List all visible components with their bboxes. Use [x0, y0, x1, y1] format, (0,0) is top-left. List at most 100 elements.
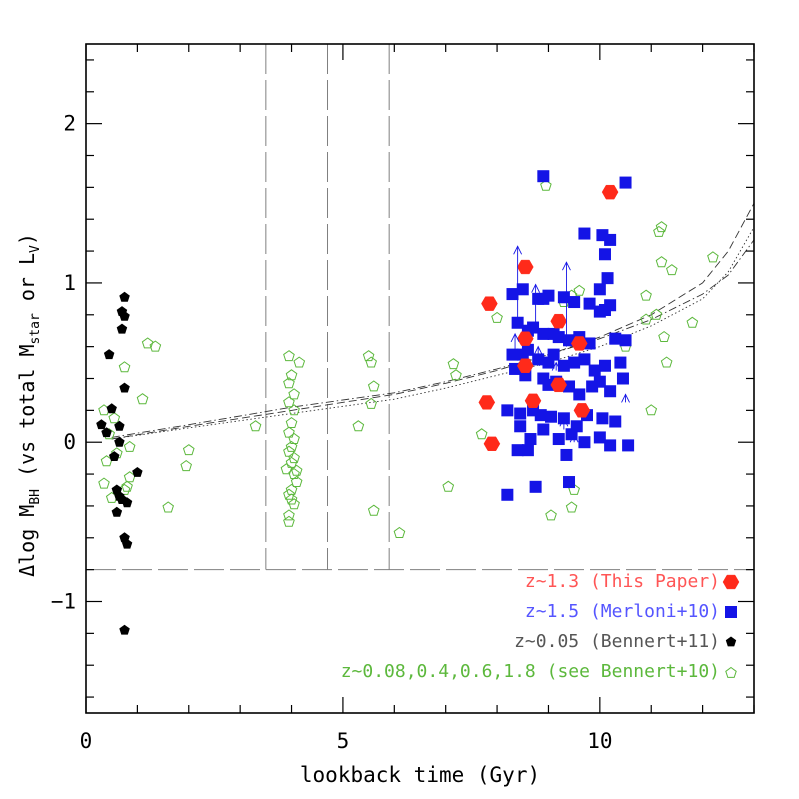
data-point-square — [604, 299, 617, 312]
limit-arrow-head — [538, 356, 548, 366]
data-point-square — [547, 348, 560, 361]
data-point-pentagon-open — [658, 330, 670, 342]
data-point-pentagon-filled — [116, 323, 128, 334]
data-point-square — [542, 289, 555, 302]
data-point-square — [521, 343, 534, 356]
data-point-pentagon-open — [565, 501, 578, 513]
data-point-pentagon-open — [653, 225, 665, 237]
data-point-square — [598, 248, 611, 261]
data-point-square — [598, 359, 611, 372]
data-point-pentagon-open — [136, 393, 149, 405]
data-point-pentagon-filled — [114, 436, 125, 447]
legend-label-bennert11: z~0.05 (Bennert+11) — [514, 631, 720, 652]
data-point-square — [622, 439, 635, 452]
data-point-pentagon-open — [352, 420, 365, 432]
data-point-square — [537, 423, 550, 436]
data-point-pentagon-open — [290, 464, 303, 476]
data-point-square — [527, 321, 540, 334]
limit-arrow-head — [513, 245, 523, 255]
data-point-pentagon-filled — [96, 419, 107, 430]
y-tick-label: −1 — [51, 590, 76, 614]
y-label-close: ) — [15, 233, 39, 245]
data-point-pentagon-open — [707, 251, 719, 263]
data-point-pentagon-open — [285, 493, 298, 505]
data-point-square — [614, 356, 627, 369]
data-point-pentagon-open — [645, 404, 658, 416]
data-point-square — [529, 480, 542, 493]
data-point-pentagon-open — [141, 337, 154, 349]
data-point-square — [514, 407, 527, 420]
trend-curve-dashed — [111, 203, 755, 440]
legend-markers — [722, 574, 740, 678]
data-point-pentagon-open — [283, 488, 295, 500]
x-tick-label: 5 — [337, 729, 350, 753]
data-point-pentagon-open — [98, 477, 110, 489]
data-point-square — [534, 409, 547, 422]
data-point-square — [560, 448, 573, 461]
data-point-hexagon — [573, 403, 591, 418]
data-point-pentagon-open — [475, 428, 488, 440]
data-point-square — [593, 375, 606, 388]
data-point-square — [604, 385, 617, 398]
lower-limit-arrows — [510, 245, 630, 443]
data-point-square — [552, 331, 565, 344]
data-point-hexagon — [571, 336, 588, 351]
data-point-pentagon-filled — [101, 427, 112, 438]
data-point-pentagon-open — [660, 356, 673, 368]
data-point-square — [557, 359, 570, 372]
data-point-square — [557, 291, 570, 304]
data-point-pentagon-open — [655, 221, 668, 233]
data-point-square — [537, 170, 550, 183]
data-point-square — [601, 272, 614, 285]
data-point-pentagon-open — [290, 475, 303, 487]
data-point-pentagon-filled — [103, 349, 115, 360]
data-point-square — [501, 404, 514, 417]
data-point-pentagon-open — [180, 459, 192, 472]
data-point-square — [537, 327, 550, 340]
data-point-pentagon-open — [545, 509, 557, 521]
data-point-pentagon-open — [283, 377, 295, 389]
x-tick-label: 10 — [587, 729, 612, 753]
legend: z~1.3 (This Paper) z~1.5 (Merloni+10) z~… — [341, 571, 740, 682]
data-point-pentagon-open — [367, 504, 380, 516]
data-point-pentagon-filled — [111, 506, 123, 517]
trend-curves — [111, 203, 755, 440]
data-point-square — [506, 288, 519, 301]
data-point-square — [619, 176, 632, 189]
data-point-pentagon-open — [365, 356, 377, 368]
data-point-pentagon-open — [491, 311, 503, 323]
data-point-pentagon-filled — [109, 451, 120, 461]
data-point-pentagon-open — [283, 396, 295, 408]
data-point-pentagon-filled — [114, 420, 125, 431]
data-point-pentagon-filled — [119, 624, 130, 635]
data-point-pentagon-filled — [121, 538, 133, 549]
limit-arrow-head — [533, 345, 543, 355]
data-point-pentagon-open — [108, 412, 121, 424]
data-point-pentagon-open — [280, 463, 293, 475]
data-point-hexagon — [601, 184, 619, 200]
data-point-square — [578, 436, 591, 449]
data-point-pentagon-open — [393, 526, 406, 538]
y-label-v-subscript: V — [28, 245, 43, 253]
data-point-hexagon — [524, 393, 542, 408]
data-point-pentagon-open — [285, 440, 298, 452]
data-point-square — [578, 353, 591, 366]
data-point-pentagon-open — [442, 480, 455, 492]
limit-arrow-head — [551, 361, 561, 371]
limit-arrow-head — [562, 261, 571, 271]
data-point-square — [583, 337, 596, 350]
data-point-pentagon-open — [249, 420, 262, 432]
legend-label-bennert10: z~0.08,0.4,0.6,1.8 (see Bennert+10) — [341, 661, 720, 682]
data-point-pentagon-open — [288, 388, 300, 400]
data-point-square — [501, 488, 514, 501]
data-point-hexagon — [517, 259, 534, 275]
data-point-pentagon-open — [149, 340, 162, 352]
y-label-mid: (vs total M — [15, 345, 39, 490]
y-tick-label: 2 — [63, 112, 76, 136]
legend-marker-pentagon-filled — [725, 636, 737, 647]
trend-curve-dashdot — [111, 239, 755, 438]
tick-labels: 0 5 10 −1 0 1 2 — [51, 112, 613, 753]
data-point-pentagon-open — [450, 369, 462, 381]
y-label-or: or L — [15, 253, 39, 313]
